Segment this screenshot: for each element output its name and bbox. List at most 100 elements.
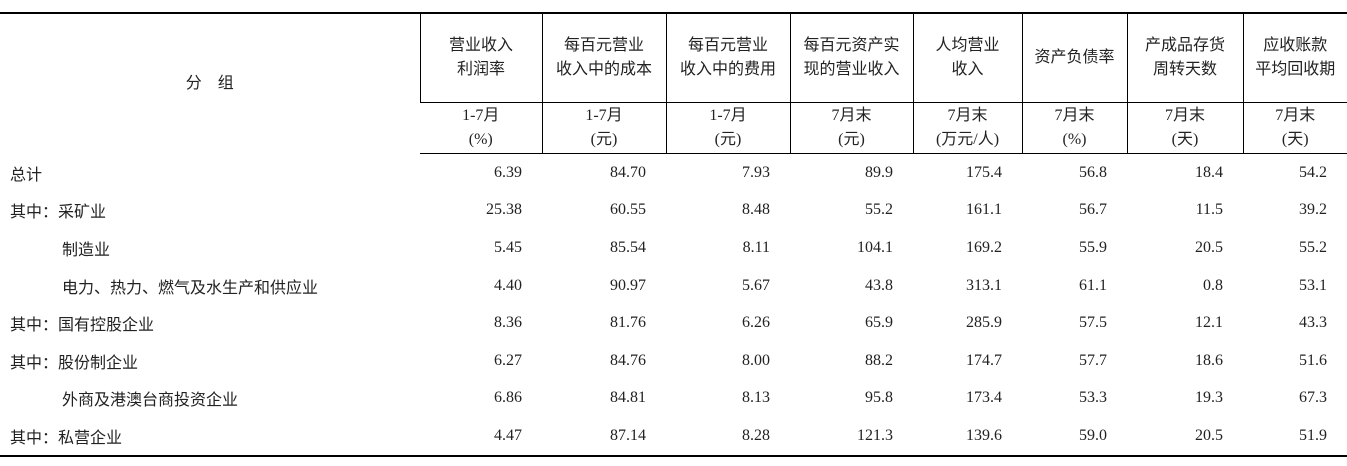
unit-line: (元) bbox=[714, 131, 742, 148]
header-line: 应收账款 bbox=[1263, 37, 1328, 54]
unit-line: 1-7月 bbox=[462, 107, 500, 124]
cell: 61.1 bbox=[1079, 276, 1107, 294]
cell: 55.2 bbox=[865, 201, 893, 219]
cell: 85.54 bbox=[610, 238, 646, 256]
unit-header: 7月末 (天) bbox=[1126, 102, 1243, 154]
cell: 6.86 bbox=[494, 389, 522, 407]
cell: 8.13 bbox=[742, 389, 770, 407]
header-line: 产成品存货 bbox=[1144, 37, 1225, 54]
cell: 43.3 bbox=[1299, 314, 1327, 332]
cell: 18.6 bbox=[1195, 351, 1223, 369]
header-line: 周转天数 bbox=[1152, 61, 1217, 78]
unit-line: 7月末 bbox=[947, 107, 988, 124]
cell: 57.7 bbox=[1079, 351, 1107, 369]
cell: 5.67 bbox=[742, 276, 770, 294]
column-header: 资产负债率 bbox=[1021, 13, 1127, 103]
row-label: 外商及港澳台商投资企业 bbox=[62, 392, 239, 410]
column-header: 每百元营业收入中的成本 bbox=[541, 13, 666, 103]
unit-line: (元) bbox=[838, 131, 865, 148]
header-line: 每百元营业 bbox=[687, 37, 768, 54]
cell: 12.1 bbox=[1195, 314, 1223, 332]
cell: 161.1 bbox=[966, 201, 1002, 219]
table-row: 电力、热力、燃气及水生产和供应业 4.40 90.97 5.67 43.8 313.1 61… bbox=[0, 267, 1347, 305]
cell: 95.8 bbox=[865, 389, 893, 407]
header-line: 每百元营业 bbox=[563, 37, 644, 54]
row-label: 总计 bbox=[10, 166, 43, 184]
unit-header: 1-7月 (元) bbox=[665, 102, 790, 154]
row-label: 其中：股份制企业 bbox=[10, 354, 139, 372]
cell: 53.1 bbox=[1299, 276, 1327, 294]
table-row: 其中：采矿业 25.38 60.55 8.48 55.2 161.1 56.7 11.5 39.… bbox=[0, 192, 1347, 230]
column-header: 营业收入 利润率 bbox=[419, 13, 542, 103]
unit-header: 7月末 (%) bbox=[1021, 102, 1127, 154]
cell: 4.40 bbox=[494, 276, 522, 294]
cell: 8.00 bbox=[742, 351, 770, 369]
cell: 11.5 bbox=[1195, 201, 1223, 219]
cell: 285.9 bbox=[966, 314, 1002, 332]
header-line: 营业收入 bbox=[448, 37, 513, 54]
column-header: 人均营业 收入 bbox=[912, 13, 1022, 103]
header-line: 收入中的成本 bbox=[555, 61, 652, 78]
cell: 81.76 bbox=[610, 314, 646, 332]
cell: 55.2 bbox=[1299, 238, 1327, 256]
header-line: 收入 bbox=[951, 61, 984, 78]
column-header: 每百元资产实 现的营业收入 bbox=[789, 13, 913, 103]
cell: 20.5 bbox=[1195, 238, 1223, 256]
header-line: 利润率 bbox=[456, 61, 505, 78]
header-line: 现的营业收入 bbox=[803, 61, 900, 78]
column-header: 每百元营业收入中的费用 bbox=[665, 13, 790, 103]
row-label: 其中：采矿业 bbox=[10, 204, 107, 222]
cell: 39.2 bbox=[1299, 201, 1327, 219]
cell: 56.7 bbox=[1079, 201, 1107, 219]
cell: 6.26 bbox=[742, 314, 770, 332]
cell: 51.6 bbox=[1299, 351, 1327, 369]
unit-header: 7月末 (元) bbox=[789, 102, 913, 154]
cell: 20.5 bbox=[1195, 426, 1223, 444]
cell: 87.14 bbox=[610, 426, 646, 444]
unit-line: 1-7月 bbox=[585, 107, 623, 124]
data-table: 分 组营业收入 利润率 每百元营业 收入中的成本 每百元营业 收入中的费用 每百元资产实 现的… bbox=[0, 12, 1347, 457]
cell: 5.45 bbox=[494, 238, 522, 256]
unit-header: 1-7月 (元) bbox=[541, 102, 666, 154]
table-row: 其中：股份制企业 6.27 84.76 8.00 88.2 174.7 57.7 18.6 51… bbox=[0, 342, 1347, 380]
cell: 54.2 bbox=[1299, 163, 1327, 181]
cell: 8.28 bbox=[742, 426, 770, 444]
unit-line: 7月末 bbox=[1054, 107, 1095, 124]
cell: 89.9 bbox=[865, 163, 893, 181]
cell: 104.1 bbox=[857, 238, 893, 256]
cell: 67.3 bbox=[1299, 389, 1327, 407]
unit-line: (元) bbox=[590, 131, 618, 148]
header-line: 人均营业 bbox=[935, 37, 1000, 54]
cell: 4.47 bbox=[494, 426, 522, 444]
cell: 0.8 bbox=[1203, 276, 1223, 294]
unit-line: (万元/人) bbox=[935, 131, 1000, 148]
cell: 19.3 bbox=[1195, 389, 1223, 407]
cell: 8.11 bbox=[742, 238, 770, 256]
table-row: 其中：国有控股企业 8.36 81.76 6.26 65.9 285.9 57.5 12.1 4… bbox=[0, 304, 1347, 342]
cell: 51.9 bbox=[1299, 426, 1327, 444]
unit-line: 7月末 bbox=[831, 107, 872, 124]
column-header: 产成品存货 周转天数 bbox=[1126, 13, 1243, 103]
row-label: 制造业 bbox=[62, 241, 111, 259]
cell: 169.2 bbox=[966, 238, 1002, 256]
table-row: 外商及港澳台商投资企业 6.86 84.81 8.13 95.8 173.4 53.3 19.… bbox=[0, 380, 1347, 418]
cell: 18.4 bbox=[1195, 163, 1223, 181]
cell: 6.27 bbox=[494, 351, 522, 369]
header-line: 平均回收期 bbox=[1255, 61, 1336, 78]
cell: 88.2 bbox=[865, 351, 893, 369]
unit-line: 7月末 bbox=[1275, 107, 1316, 124]
header-line: 每百元资产实 bbox=[803, 37, 900, 54]
cell: 6.39 bbox=[494, 163, 522, 181]
cell: 175.4 bbox=[966, 163, 1002, 181]
unit-line: (%) bbox=[468, 131, 493, 148]
header-line: 收入中的费用 bbox=[679, 61, 776, 78]
cell: 121.3 bbox=[857, 426, 893, 444]
cell: 174.7 bbox=[966, 351, 1002, 369]
cell: 43.8 bbox=[865, 276, 893, 294]
group-header: 分 组 bbox=[185, 74, 234, 92]
unit-line: (天) bbox=[1281, 131, 1309, 148]
cell: 59.0 bbox=[1079, 426, 1107, 444]
unit-header: 7月末 (天) bbox=[1242, 102, 1347, 154]
unit-line: (天) bbox=[1171, 131, 1199, 148]
